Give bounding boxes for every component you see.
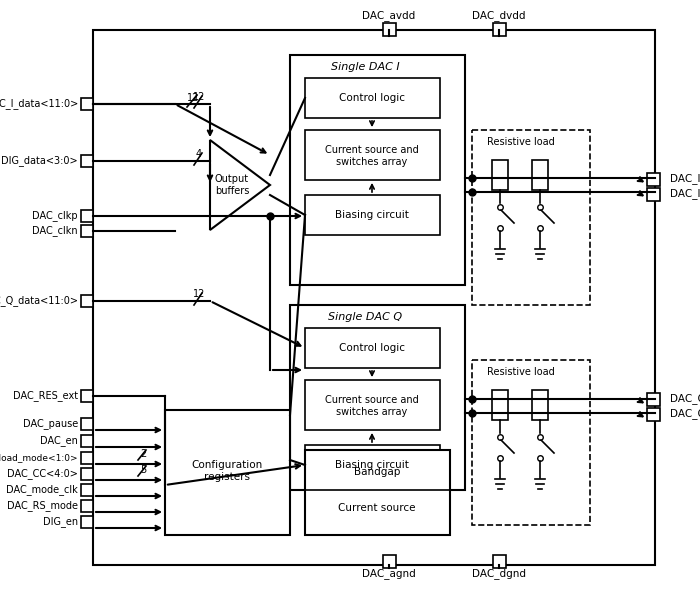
Bar [81, 484, 93, 496]
Bar [647, 393, 660, 406]
Text: DAC_avdd: DAC_avdd [363, 11, 416, 21]
Bar [647, 408, 660, 421]
Text: Current source and: Current source and [325, 395, 419, 405]
Text: DAC_clkp: DAC_clkp [32, 210, 78, 222]
Text: 5: 5 [140, 465, 146, 475]
Bar [305, 78, 440, 118]
Bar [532, 160, 548, 190]
Bar [81, 500, 93, 512]
Text: Single DAC Q: Single DAC Q [328, 312, 402, 322]
Text: 4: 4 [196, 149, 202, 159]
Bar [81, 516, 93, 528]
Bar [93, 30, 655, 565]
Text: DAC_Q_outn: DAC_Q_outn [670, 408, 700, 420]
Bar [383, 555, 396, 568]
Text: Output: Output [215, 174, 249, 184]
Text: switches array: switches array [337, 407, 407, 417]
Bar [647, 188, 660, 201]
Text: DAC_mode_clk: DAC_mode_clk [6, 485, 78, 495]
Bar [492, 390, 508, 420]
Bar [305, 445, 440, 485]
Bar [647, 173, 660, 186]
Text: switches array: switches array [337, 157, 407, 167]
Bar [472, 360, 590, 525]
Text: 12: 12 [193, 92, 205, 102]
Text: DAC_clkn: DAC_clkn [32, 226, 78, 236]
Text: Control logic: Control logic [339, 343, 405, 353]
Text: DAC_CC<4:0>: DAC_CC<4:0> [7, 469, 78, 479]
Text: Control logic: Control logic [339, 93, 405, 103]
Bar [493, 23, 506, 36]
Bar [81, 435, 93, 447]
Bar [472, 130, 590, 305]
Text: 12: 12 [187, 93, 199, 103]
Text: DAC_dgnd: DAC_dgnd [472, 569, 526, 579]
Bar [81, 98, 93, 110]
Bar [81, 155, 93, 167]
Text: Biasing circuit: Biasing circuit [335, 210, 409, 220]
Text: Biasing circuit: Biasing circuit [335, 460, 409, 470]
Bar [305, 450, 450, 535]
Text: DIG_data<3:0>: DIG_data<3:0> [1, 155, 78, 167]
Bar [493, 555, 506, 568]
Text: Current source and: Current source and [325, 145, 419, 155]
Bar [492, 160, 508, 190]
Text: Configuration: Configuration [191, 460, 262, 470]
Text: Current source: Current source [338, 503, 416, 513]
Bar [165, 410, 290, 535]
Bar [532, 390, 548, 420]
Bar [81, 452, 93, 464]
Bar [81, 225, 93, 237]
Bar [81, 390, 93, 402]
Text: Single DAC I: Single DAC I [330, 62, 399, 72]
Text: DAC_dvdd: DAC_dvdd [473, 11, 526, 21]
Text: 2: 2 [140, 449, 146, 459]
Bar [81, 210, 93, 222]
Text: Bandgap: Bandgap [354, 467, 400, 477]
Bar [81, 418, 93, 430]
Text: DAC_I_outp: DAC_I_outp [670, 174, 700, 184]
Bar [305, 130, 440, 180]
Text: DAC_I_outn: DAC_I_outn [670, 189, 700, 199]
Text: DAC_agnd: DAC_agnd [362, 569, 416, 579]
Text: 12: 12 [193, 289, 205, 299]
Bar [290, 305, 465, 490]
Text: DIG_en: DIG_en [43, 517, 78, 527]
Bar [81, 468, 93, 480]
Bar [290, 55, 465, 285]
Text: DAC_I_data<11:0>: DAC_I_data<11:0> [0, 99, 78, 109]
Text: DAC_RS_mode: DAC_RS_mode [7, 501, 78, 511]
Text: DAC_pause: DAC_pause [22, 418, 78, 430]
Bar [305, 195, 440, 235]
Text: registers: registers [204, 472, 250, 482]
Text: Resistive load: Resistive load [487, 367, 554, 377]
Text: Resistive load: Resistive load [487, 137, 554, 147]
Text: DAC_en: DAC_en [40, 436, 78, 446]
Bar [305, 328, 440, 368]
Text: DAC_load_mode<1:0>: DAC_load_mode<1:0> [0, 453, 78, 463]
Text: DAC_Q_data<11:0>: DAC_Q_data<11:0> [0, 296, 78, 307]
Bar [305, 380, 440, 430]
Bar [81, 295, 93, 307]
Text: buffers: buffers [215, 186, 249, 196]
Bar [383, 23, 396, 36]
Text: DAC_RES_ext: DAC_RES_ext [13, 391, 78, 401]
Text: DAC_Q_outp: DAC_Q_outp [670, 394, 700, 404]
